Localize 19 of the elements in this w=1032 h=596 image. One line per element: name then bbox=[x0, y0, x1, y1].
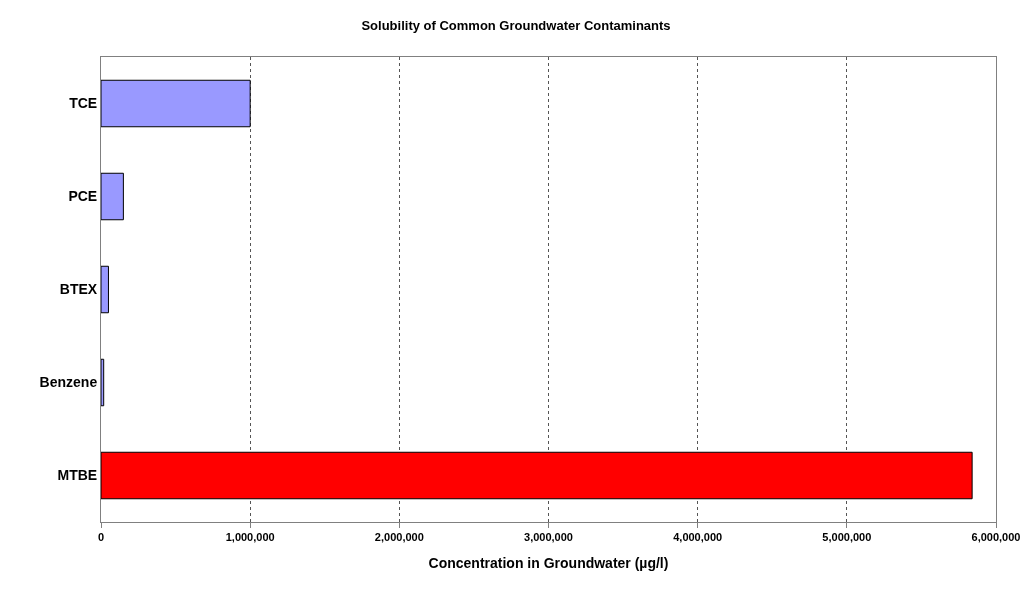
bar bbox=[101, 358, 105, 407]
bar bbox=[101, 451, 973, 500]
chart-title: Solubility of Common Groundwater Contaminants bbox=[361, 17, 671, 33]
y-tick-label: PCE bbox=[68, 188, 98, 205]
x-tick-label: 1,000,000 bbox=[225, 531, 275, 544]
x-tick-label: 0 bbox=[97, 531, 105, 544]
bar bbox=[101, 172, 124, 221]
y-tick-label: TCE bbox=[69, 95, 98, 112]
x-tick-label: 4,000,000 bbox=[673, 531, 723, 544]
x-tick-label: 6,000,000 bbox=[971, 531, 1021, 544]
x-axis-title: Concentration in Groundwater (µg/l) bbox=[428, 554, 669, 571]
y-tick-label: MTBE bbox=[57, 467, 98, 484]
bar bbox=[101, 265, 109, 314]
y-tick-label: Benzene bbox=[39, 374, 98, 391]
x-tick-label: 2,000,000 bbox=[374, 531, 424, 544]
x-tick-label: 5,000,000 bbox=[822, 531, 872, 544]
y-tick-label: BTEX bbox=[59, 281, 98, 298]
bar bbox=[101, 79, 251, 128]
x-tick-label: 3,000,000 bbox=[524, 531, 573, 544]
